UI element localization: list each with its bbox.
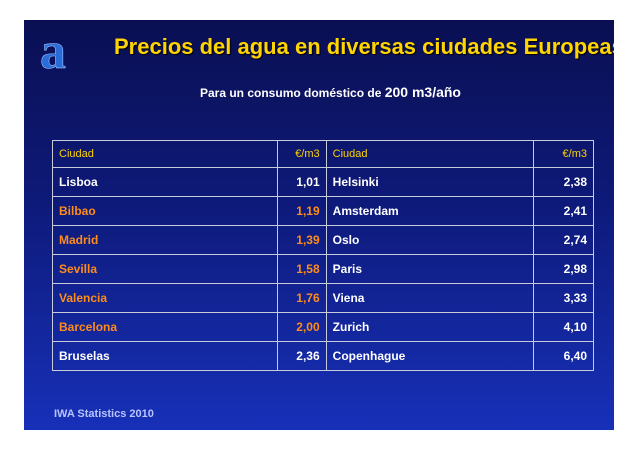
slide: a Precios del agua en diversas ciudades … (24, 20, 614, 430)
table-row: Sevilla 1,58 Paris 2,98 (51, 254, 595, 284)
city-cell-right: Paris (325, 254, 534, 284)
water-price-table: Ciudad €/m3 Ciudad €/m3 Lisboa 1,01 Helsin… (51, 140, 595, 371)
city-cell-left: Barcelona (51, 312, 279, 342)
table-row: Lisboa 1,01 Helsinki 2,38 (51, 167, 595, 197)
table-row: Bruselas 2,36 Copenhague 6,40 (51, 341, 595, 371)
price-cell-left: 1,01 (277, 167, 327, 197)
price-cell-left: 1,58 (277, 254, 327, 284)
city-cell-right: Helsinki (325, 167, 534, 197)
header-city-1: Ciudad (51, 140, 279, 168)
city-cell-left: Sevilla (51, 254, 279, 284)
city-cell-left: Bilbao (51, 196, 279, 226)
slide-subtitle: Para un consumo doméstico de 200 m3/año (200, 84, 461, 100)
city-cell-right: Zurich (325, 312, 534, 342)
city-cell-right: Oslo (325, 225, 534, 255)
table-row: Valencia 1,76 Viena 3,33 (51, 283, 595, 313)
company-logo-icon: a (40, 28, 67, 76)
table-row: Bilbao 1,19 Amsterdam 2,41 (51, 196, 595, 226)
price-cell-left: 1,76 (277, 283, 327, 313)
price-cell-left: 1,19 (277, 196, 327, 226)
city-cell-left: Valencia (51, 283, 279, 313)
price-cell-right: 4,10 (532, 312, 595, 342)
source-note: IWA Statistics 2010 (54, 408, 154, 420)
price-cell-right: 2,98 (532, 254, 595, 284)
city-cell-right: Copenhague (325, 341, 534, 371)
city-cell-right: Amsterdam (325, 196, 534, 226)
subtitle-amount: 200 m3/año (384, 84, 461, 100)
price-cell-right: 2,41 (532, 196, 595, 226)
header-city-2: Ciudad (325, 140, 534, 168)
slide-title: Precios del agua en diversas ciudades Eu… (114, 34, 614, 59)
table-row: Madrid 1,39 Oslo 2,74 (51, 225, 595, 255)
header-price-1: €/m3 (277, 140, 327, 168)
city-cell-left: Lisboa (51, 167, 279, 197)
subtitle-prefix: Para un consumo doméstico de (200, 86, 385, 100)
city-cell-right: Viena (325, 283, 534, 313)
price-cell-left: 2,00 (277, 312, 327, 342)
header-price-2: €/m3 (532, 140, 595, 168)
price-cell-right: 6,40 (532, 341, 595, 371)
city-cell-left: Madrid (51, 225, 279, 255)
price-cell-right: 2,74 (532, 225, 595, 255)
price-cell-right: 2,38 (532, 167, 595, 197)
svg-text:a: a (40, 28, 66, 76)
price-cell-left: 1,39 (277, 225, 327, 255)
table-row: Barcelona 2,00 Zurich 4,10 (51, 312, 595, 342)
price-cell-right: 3,33 (532, 283, 595, 313)
table-header-row: Ciudad €/m3 Ciudad €/m3 (51, 140, 595, 168)
price-cell-left: 2,36 (277, 341, 327, 371)
city-cell-left: Bruselas (51, 341, 279, 371)
